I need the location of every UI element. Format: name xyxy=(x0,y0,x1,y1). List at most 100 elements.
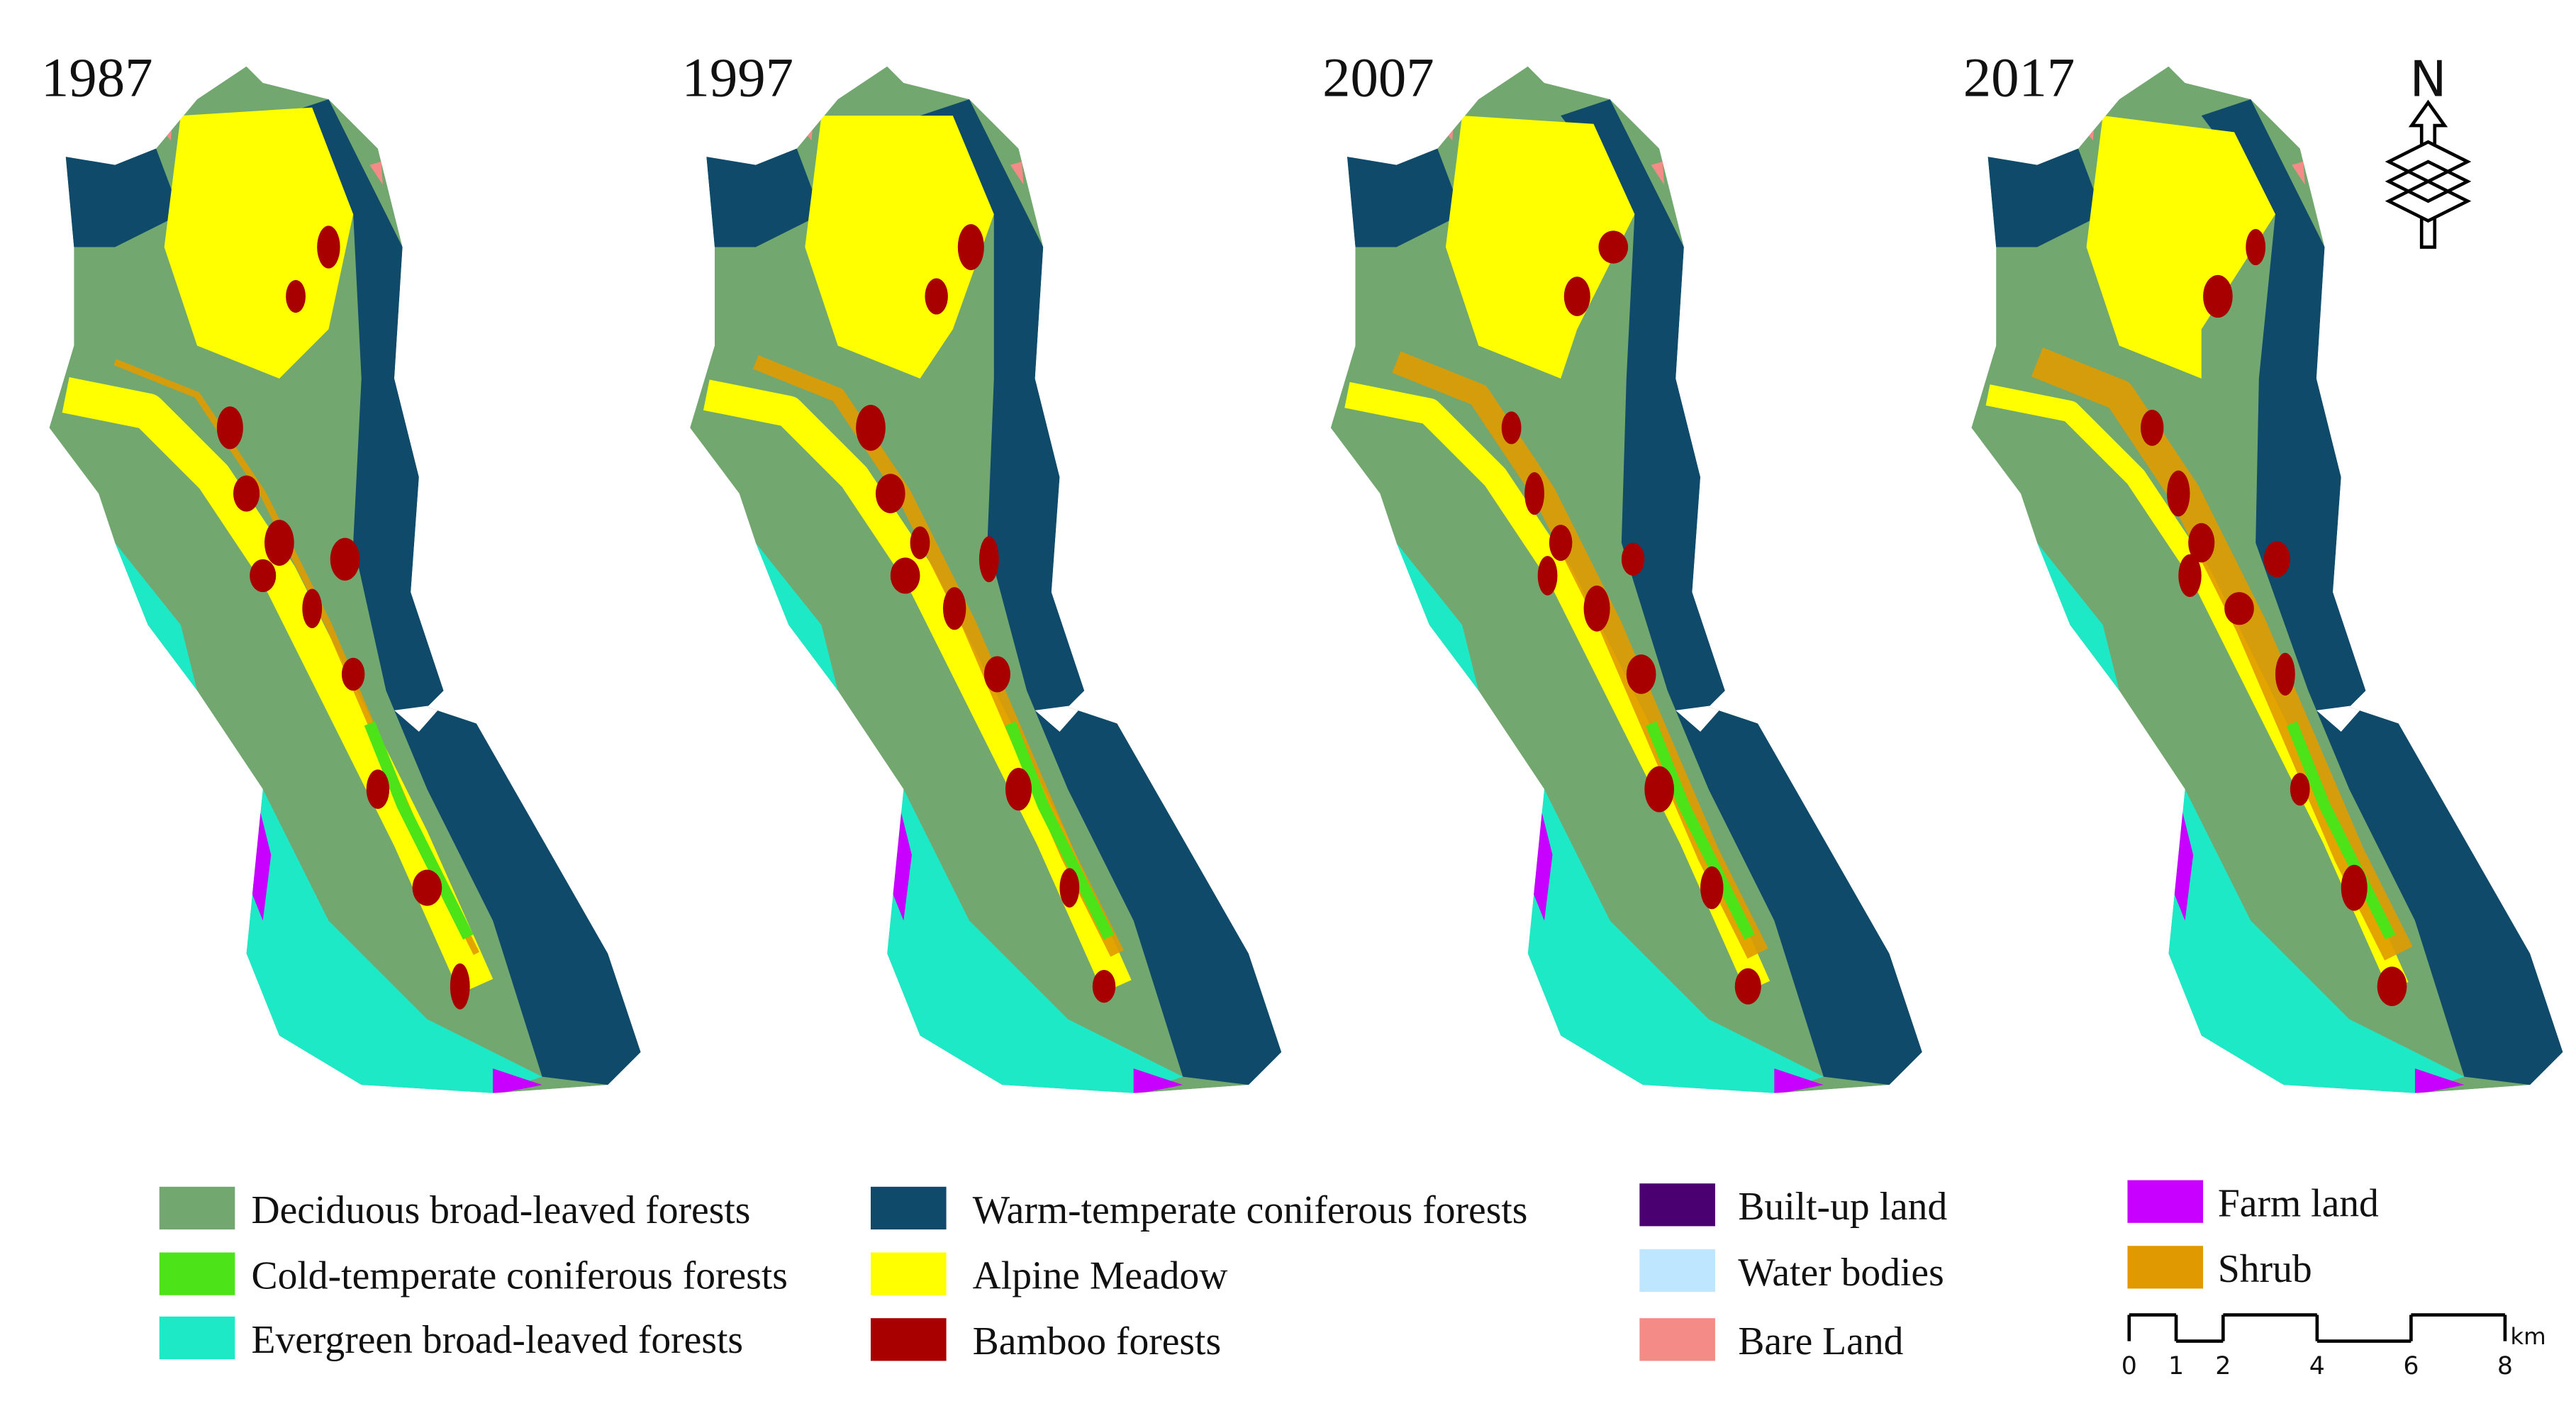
warm-coniferous-area xyxy=(706,148,822,247)
scale-label: 0 xyxy=(2121,1352,2137,1380)
warm-coniferous-area xyxy=(2201,99,2563,1085)
panel-year: 2007 xyxy=(1322,47,1434,108)
bamboo-patch xyxy=(330,537,360,581)
bamboo-patch xyxy=(317,225,340,269)
legend-label: Farm land xyxy=(2218,1182,2379,1226)
alpine-meadow-area xyxy=(805,116,994,379)
legend-swatch xyxy=(159,1186,235,1230)
evergreen-area xyxy=(1396,542,1824,1093)
cold-coniferous-strip xyxy=(2286,721,2396,940)
bamboo-patch xyxy=(1092,969,1116,1003)
legend-swatch xyxy=(1639,1249,1715,1293)
bamboo-patch xyxy=(2178,554,2202,598)
bamboo-patch xyxy=(1700,866,1724,910)
legend-label: Deciduous broad-leaved forests xyxy=(251,1188,750,1232)
legend-swatch xyxy=(2127,1180,2204,1223)
land-cover-map xyxy=(1971,66,2563,1093)
bamboo-patch xyxy=(1626,654,1656,694)
bamboo-patch xyxy=(450,963,470,1010)
legend-label: Evergreen broad-leaved forests xyxy=(251,1318,743,1362)
bamboo-patch xyxy=(2290,772,2310,806)
alpine-meadow-strip xyxy=(62,377,494,994)
legend-swatch xyxy=(870,1318,947,1361)
bamboo-patch xyxy=(1583,585,1610,632)
bamboo-patch xyxy=(2188,523,2215,563)
bamboo-patch xyxy=(2141,409,2164,446)
bamboo-patch xyxy=(2246,229,2266,266)
warm-coniferous-area xyxy=(279,99,641,1085)
bamboo-patch xyxy=(250,559,277,593)
panel-year: 1997 xyxy=(682,47,794,108)
panel-year: 1987 xyxy=(41,47,153,108)
bamboo-patch xyxy=(1501,411,1522,445)
land-cover-map xyxy=(1330,66,1922,1093)
scale-label: 1 xyxy=(2168,1352,2184,1380)
bamboo-patch xyxy=(942,587,966,630)
legend-label: Bare Land xyxy=(1738,1319,1903,1363)
land-cover-map xyxy=(690,66,1282,1093)
bamboo-patch xyxy=(341,657,365,691)
bamboo-patch xyxy=(2203,274,2233,318)
notch xyxy=(2316,703,2366,732)
scale-label: 2 xyxy=(2215,1352,2231,1380)
bamboo-patch xyxy=(264,520,294,566)
bamboo-patch xyxy=(910,526,930,559)
bamboo-patch xyxy=(1537,556,1558,596)
evergreen-area xyxy=(2037,542,2465,1093)
panel-year: 2017 xyxy=(1963,47,2075,108)
bamboo-patch xyxy=(1598,230,1629,264)
bamboo-patch xyxy=(412,869,442,906)
bamboo-patch xyxy=(286,279,306,313)
bamboo-patch xyxy=(957,224,984,270)
legend-swatch xyxy=(1639,1318,1715,1361)
evergreen-area xyxy=(115,542,542,1093)
north-arrow-layers xyxy=(2385,140,2472,223)
scale-label: 6 xyxy=(2403,1352,2419,1380)
alpine-meadow-area xyxy=(164,107,354,379)
bamboo-patch xyxy=(2167,470,2190,517)
land-cover-map xyxy=(49,66,641,1093)
north-label: N xyxy=(2409,50,2446,108)
bamboo-patch xyxy=(1644,766,1674,813)
cold-coniferous-strip xyxy=(364,721,474,940)
scale-label: 4 xyxy=(2309,1352,2325,1380)
warm-coniferous-area xyxy=(1987,148,2103,247)
legend-label: Alpine Meadow xyxy=(973,1254,1228,1297)
legend-swatch xyxy=(159,1316,235,1360)
bamboo-patch xyxy=(856,404,886,451)
alpine-meadow-area xyxy=(2086,116,2275,379)
notch xyxy=(1675,703,1725,732)
north-arrow: N xyxy=(2385,50,2472,249)
legend-label: Built-up land xyxy=(1738,1185,1947,1229)
bamboo-patch xyxy=(983,656,1010,693)
bamboo-patch xyxy=(366,769,390,809)
bamboo-patch xyxy=(2263,541,2290,578)
bamboo-patch xyxy=(2341,864,2368,911)
bamboo-patch xyxy=(978,536,999,583)
legend-label: Water bodies xyxy=(1738,1251,1944,1295)
warm-coniferous-area xyxy=(1561,99,1922,1085)
bamboo-patch xyxy=(216,406,243,450)
cold-coniferous-strip xyxy=(1005,721,1115,940)
bamboo-patch xyxy=(890,557,920,594)
bamboo-patch xyxy=(2377,966,2407,1006)
legend-label: Warm-temperate coniferous forests xyxy=(973,1188,1528,1232)
legend-swatch xyxy=(2127,1246,2204,1289)
scale-unit: km xyxy=(2510,1323,2546,1350)
bamboo-patch xyxy=(1549,525,1573,562)
bamboo-patch xyxy=(2275,652,2295,696)
notch xyxy=(1035,703,1085,732)
bamboo-patch xyxy=(1059,868,1080,908)
bamboo-patch xyxy=(1005,767,1032,811)
notch xyxy=(394,703,444,732)
warm-coniferous-area xyxy=(920,99,1282,1085)
bamboo-patch xyxy=(302,588,323,629)
legend-label: Bamboo forests xyxy=(973,1319,1222,1363)
bamboo-patch xyxy=(925,278,948,315)
bamboo-patch xyxy=(1734,968,1761,1005)
warm-coniferous-area xyxy=(65,148,181,247)
legend-swatch xyxy=(870,1186,947,1230)
bamboo-patch xyxy=(2224,592,2254,625)
scale-label: 8 xyxy=(2497,1352,2513,1380)
